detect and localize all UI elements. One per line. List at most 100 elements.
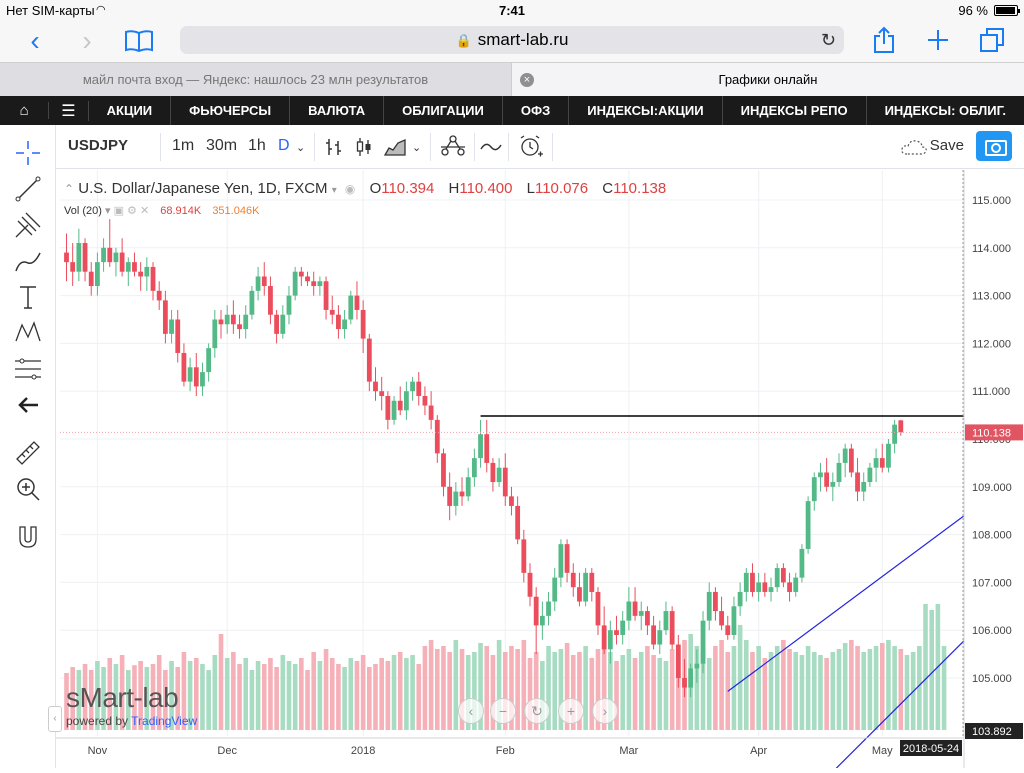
volume-bar bbox=[175, 667, 181, 730]
candle-body bbox=[410, 381, 415, 392]
timeframe-30m[interactable]: 30m bbox=[206, 137, 238, 154]
zoom-in-button-icon[interactable]: + bbox=[558, 698, 584, 724]
brush-icon[interactable] bbox=[12, 245, 44, 277]
timeframe-1h[interactable]: 1h bbox=[248, 137, 266, 154]
bookmarks-button[interactable] bbox=[124, 28, 154, 54]
volume-bar bbox=[546, 646, 551, 730]
legend-dropdown-icon[interactable]: ▾ bbox=[331, 185, 337, 196]
candle-body bbox=[675, 644, 681, 678]
tab-charts[interactable]: Графики онлайн bbox=[512, 63, 1024, 97]
candle-body bbox=[305, 276, 310, 282]
nav-item-stock-indices[interactable]: ИНДЕКСЫ:АКЦИИ bbox=[569, 96, 723, 125]
tab-yandex[interactable]: майл почта вход — Яндекс: нашлось 23 млн… bbox=[0, 63, 512, 97]
volume-bar bbox=[416, 664, 422, 730]
battery-percentage: 96 % bbox=[958, 3, 988, 18]
candle-body bbox=[688, 668, 694, 688]
nav-item-repo-indices[interactable]: ИНДЕКСЫ РЕПО bbox=[723, 96, 867, 125]
pitchfork-icon[interactable] bbox=[12, 209, 44, 241]
address-bar[interactable]: 🔒 smart-lab.ru ↻ bbox=[180, 26, 844, 54]
candle-body bbox=[861, 482, 867, 492]
candle-body bbox=[638, 611, 644, 616]
close-tab-icon[interactable]: × bbox=[520, 73, 534, 87]
timeframe-d[interactable]: D bbox=[278, 137, 290, 154]
scroll-right-icon[interactable]: › bbox=[592, 698, 618, 724]
crosshair-icon[interactable] bbox=[12, 137, 44, 169]
indicators-icon[interactable] bbox=[480, 137, 502, 157]
volume-bar bbox=[669, 649, 675, 730]
menu-icon[interactable]: ☰ bbox=[49, 100, 89, 121]
area-chart-icon[interactable] bbox=[384, 137, 406, 157]
arrow-left-icon[interactable] bbox=[12, 389, 44, 421]
volume-bar bbox=[521, 640, 527, 730]
nav-item-ofz[interactable]: ОФЗ bbox=[503, 96, 570, 125]
pattern-icon[interactable] bbox=[12, 317, 44, 349]
magnet-icon[interactable] bbox=[12, 521, 44, 553]
text-icon[interactable] bbox=[12, 281, 44, 313]
alert-clock-icon[interactable] bbox=[518, 134, 544, 160]
volume-bar bbox=[626, 649, 632, 730]
legend-toggle-icon[interactable]: ⌃ bbox=[64, 182, 75, 196]
volume-bar bbox=[76, 670, 82, 730]
forward-button[interactable]: › bbox=[82, 25, 92, 56]
volume-bar bbox=[465, 655, 471, 730]
chart-type-dropdown-icon[interactable]: ⌄ bbox=[412, 142, 422, 154]
collapse-panel-icon[interactable]: ‹ bbox=[48, 706, 62, 732]
symbol-selector[interactable]: USDJPY bbox=[68, 137, 129, 154]
timeframe-1m[interactable]: 1m bbox=[172, 137, 195, 154]
nav-item-stocks[interactable]: АКЦИИ bbox=[89, 96, 172, 125]
ruler-icon[interactable] bbox=[12, 437, 44, 469]
back-button[interactable]: ‹ bbox=[30, 25, 40, 56]
volume-bar bbox=[941, 646, 947, 730]
price-tick-label: 108.000 bbox=[972, 530, 1012, 542]
save-button[interactable]: Save bbox=[929, 137, 964, 154]
fib-icon[interactable] bbox=[12, 353, 44, 385]
tradingview-link[interactable]: TradingView bbox=[131, 714, 198, 728]
timeframe-dropdown-icon[interactable]: ⌄ bbox=[296, 142, 306, 154]
volume-bar bbox=[898, 649, 904, 730]
volume-bar bbox=[787, 649, 792, 730]
volume-bar bbox=[811, 652, 817, 730]
volume-dropdown-icon[interactable]: ▾ bbox=[104, 205, 111, 217]
zoom-in-icon[interactable] bbox=[12, 473, 44, 505]
trend-line-icon[interactable] bbox=[12, 173, 44, 205]
volume-bar bbox=[700, 652, 706, 730]
volume-bar bbox=[453, 640, 459, 730]
candle-body bbox=[626, 601, 632, 621]
home-icon[interactable]: ⌂ bbox=[0, 102, 50, 119]
candle-body bbox=[428, 405, 434, 420]
price-chart[interactable]: 115.000 114.000 113.000 112.000 111.000 110.0… bbox=[56, 170, 1024, 773]
nav-item-bond-indices[interactable]: ИНДЕКСЫ: ОБЛИГ. bbox=[884, 103, 1006, 118]
candle-body bbox=[175, 319, 181, 353]
tabs-button[interactable] bbox=[978, 26, 1006, 54]
volume-settings-icon[interactable]: ⚙ bbox=[127, 205, 137, 217]
volume-bar bbox=[206, 670, 211, 730]
volume-bar bbox=[113, 664, 119, 730]
volume-visibility-icon[interactable]: ▣ bbox=[113, 205, 124, 217]
legend-settings-icon[interactable]: ◉ bbox=[344, 182, 356, 196]
share-button[interactable] bbox=[872, 26, 896, 54]
volume-bar bbox=[422, 646, 428, 730]
reset-zoom-icon[interactable]: ↻ bbox=[524, 698, 550, 724]
volume-remove-icon[interactable]: ✕ bbox=[139, 205, 150, 217]
nav-item-bonds[interactable]: ОБЛИГАЦИИ bbox=[384, 96, 503, 125]
new-tab-button[interactable] bbox=[924, 26, 952, 54]
bars-icon[interactable] bbox=[324, 137, 344, 157]
volume-bar bbox=[187, 661, 193, 730]
chart-area[interactable]: 115.000 114.000 113.000 112.000 111.000 110.0… bbox=[48, 170, 1024, 773]
compare-icon[interactable] bbox=[440, 135, 466, 157]
reload-icon[interactable]: ↻ bbox=[820, 30, 836, 50]
candle-body bbox=[193, 367, 199, 387]
scroll-left-icon[interactable]: ‹ bbox=[458, 698, 484, 724]
nav-item-futures[interactable]: ФЬЮЧЕРСЫ bbox=[171, 96, 291, 125]
nav-item-currency[interactable]: ВАЛЮТА bbox=[290, 96, 385, 125]
camera-icon[interactable] bbox=[976, 131, 1012, 161]
candles-icon[interactable] bbox=[354, 137, 374, 157]
zoom-out-icon[interactable]: − bbox=[490, 698, 516, 724]
close-label: C bbox=[602, 180, 614, 197]
chart-toolbar: USDJPY 1m 30m 1h D ⌄ ⌄ Save bbox=[56, 125, 1024, 169]
volume-bar bbox=[385, 661, 391, 730]
candle-body bbox=[64, 252, 69, 263]
candle-body bbox=[113, 252, 119, 263]
volume-bar bbox=[781, 640, 786, 730]
candle-body bbox=[898, 420, 904, 433]
